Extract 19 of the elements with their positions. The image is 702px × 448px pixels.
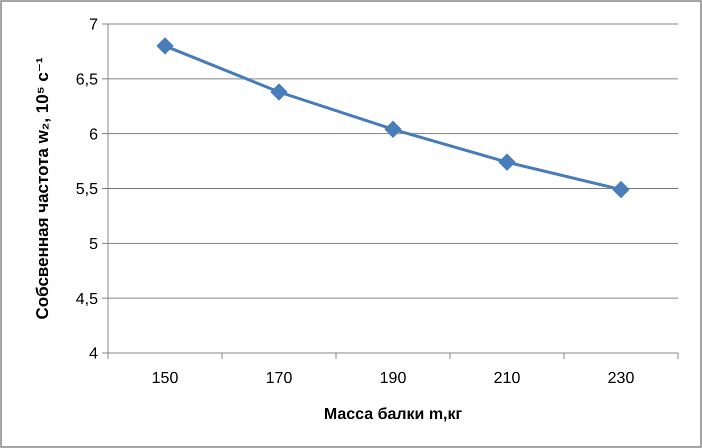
point: [612, 180, 630, 198]
y-tick-label: 4,5: [76, 290, 98, 308]
x-tick-label: 150: [152, 370, 178, 387]
x-axis-title: Масса балки m,кг: [324, 406, 462, 423]
point: [156, 37, 174, 55]
x-tick-label: 170: [266, 370, 292, 387]
y-tick-label: 5: [89, 236, 98, 253]
y-axis-title: Собсвенная частота w₂, 10⁵ с⁻¹: [33, 57, 52, 320]
x-tick-label: 210: [494, 370, 520, 387]
y-tick-label: 7: [89, 16, 98, 34]
point: [270, 83, 288, 101]
x-tick-label: 230: [608, 370, 634, 387]
point: [498, 154, 516, 171]
point: [384, 120, 402, 138]
y-tick-label: 5,5: [76, 181, 98, 198]
y-tick-label: 4: [89, 346, 98, 363]
y-tick-label: 6: [89, 126, 98, 144]
y-tick-label: 6,5: [76, 71, 98, 88]
x-tick-label: 190: [380, 370, 406, 387]
